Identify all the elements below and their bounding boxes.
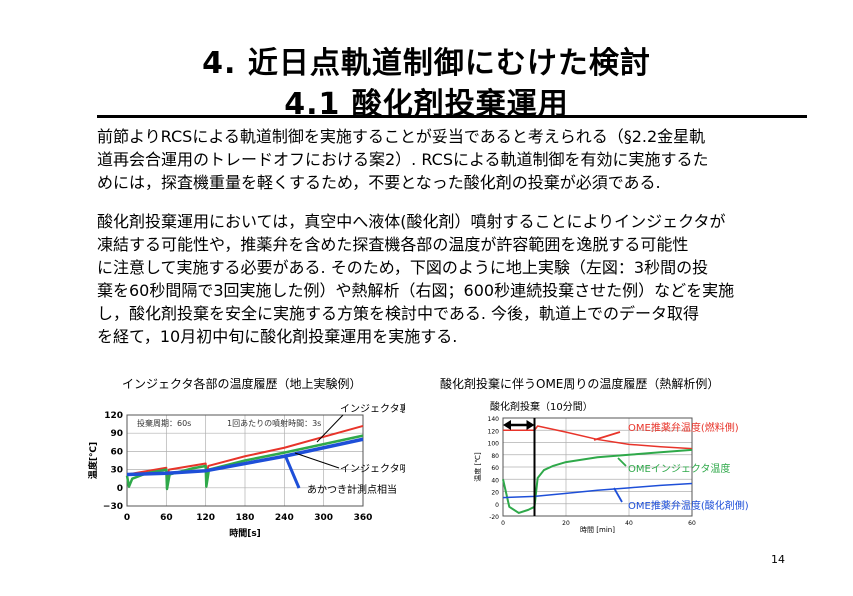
series-line-blue [126, 437, 364, 477]
y-tick-label: 30 [110, 466, 123, 476]
y-axis-label: 温度 [℃] [473, 452, 482, 482]
y-tick-label: 0 [117, 484, 123, 494]
x-tick-label: 60 [160, 513, 173, 523]
y-axis-label: 温度[℃] [87, 442, 99, 479]
y-tick-label: −30 [103, 502, 123, 512]
annotation-injector-face: インジェクタ噴射面 [340, 463, 405, 475]
y-tick-label: 90 [110, 429, 123, 439]
span-arrowhead-right [526, 420, 535, 430]
y-tick-label: 0 [495, 502, 499, 509]
series-label-leader [617, 457, 627, 467]
annotation-leader [294, 452, 340, 469]
y-tick-label: 60 [491, 465, 499, 472]
paragraph-operation: 酸化剤投棄運用においては，真空中へ液体(酸化剤）噴射することによりインジェクタが… [97, 210, 787, 348]
x-tick-label: 240 [275, 513, 294, 523]
y-tick-label: 40 [491, 477, 499, 484]
x-tick-label: 0 [501, 520, 505, 527]
y-tick-label: 100 [488, 441, 500, 448]
y-tick-label: 80 [491, 453, 499, 460]
paragraph-line: を経て，10月初中旬に酸化剤投棄運用を実施する. [97, 327, 458, 346]
x-tick-label: 180 [236, 513, 255, 523]
paragraph-line: し，酸化剤投棄を安全に実施する方策を検討中である. 今後，軌道上でのデータ取得 [97, 304, 700, 323]
title-divider [97, 115, 807, 118]
annotation-measurement-point: あかつき計測点相当 [307, 483, 397, 496]
span-label: 酸化剤投棄（10分間） [490, 400, 593, 413]
x-tick-label: 20 [562, 520, 570, 527]
paragraph-intro: 前節よりRCSによる軌道制御を実施することが妥当であると考えられる（§2.2金星… [97, 125, 787, 194]
paragraph-line: 道再会合運用のトレードオフにおける案2）. RCSによる軌道制御を有効に実施する… [97, 150, 709, 169]
x-tick-label: 60 [688, 520, 696, 527]
x-tick-label: 300 [314, 513, 333, 523]
y-tick-label: 20 [491, 490, 499, 497]
paragraph-line: 前節よりRCSによる軌道制御を実施することが妥当であると考えられる（§2.2金星… [97, 127, 706, 146]
y-tick-label: 140 [488, 416, 500, 423]
series-line-green [125, 434, 364, 491]
y-tick-label: 120 [104, 411, 123, 421]
series-label-red: OME推薬弁温度(燃料側) [628, 421, 739, 434]
plot-frame [502, 417, 693, 517]
x-axis-label: 時間 [min] [580, 526, 615, 534]
series-line-blue [502, 482, 693, 499]
series-line-green [502, 448, 693, 514]
y-tick-label: 120 [488, 428, 500, 435]
series-label-leader [593, 431, 621, 441]
paragraph-line: めには，探査機重量を軽くするため，不要となった酸化剤の投棄が必須である. [97, 173, 661, 192]
inset-period-label: 投棄周期：60s [137, 418, 191, 428]
annotation-blue-arrow [283, 454, 301, 489]
inset-duration-label: 1回あたりの噴射時間：3s [227, 418, 321, 428]
plot-frame [126, 414, 364, 507]
y-tick-label: 60 [110, 447, 123, 457]
x-tick-label: 0 [124, 513, 130, 523]
annotation-injector-back: インジェクタ裏面 [340, 402, 405, 415]
injector-temperature-chart: 0 60 120 180 240 300 3601209060300−30時間[s]温度[℃… [87, 402, 405, 539]
x-axis-label: 時間[s] [229, 527, 261, 539]
series-label-blue: OME推薬弁温度(酸化剤側) [628, 499, 749, 512]
x-tick-label: 40 [625, 520, 633, 527]
y-tick-label: -20 [489, 514, 499, 521]
paragraph-line: に注意して実施する必要がある. そのため，下図のように地上実験（左図：3秒間の投 [97, 258, 709, 277]
span-arrowhead-left [503, 420, 511, 430]
x-tick-label: 360 [354, 513, 373, 523]
series-label-green: OMEインジェクタ温度 [628, 462, 730, 475]
x-tick-label: 120 [196, 513, 215, 523]
paragraph-line: 凍結する可能性や，推薬弁を含めた探査機各部の温度が許容範囲を逸脱する可能性 [97, 235, 689, 254]
slide-title: 4. 近日点軌道制御にむけた検討 [202, 46, 651, 81]
page-number: 14 [771, 553, 785, 566]
paragraph-line: 棄を60秒間隔で3回実施した例）や熱解析（右図；600秒連続投棄させた例）などを… [97, 281, 735, 300]
series-label-leader [613, 487, 623, 503]
right-chart-caption: 酸化剤投棄に伴うOME周りの温度履歴（熱解析例） [440, 377, 720, 391]
series-line-red [503, 425, 693, 450]
paragraph-line: 酸化剤投棄運用においては，真空中へ液体(酸化剤）噴射することによりインジェクタが [97, 212, 726, 231]
left-chart-caption: インジェクタ各部の温度履歴（地上実験例） [122, 377, 362, 391]
annotation-leader [316, 414, 344, 443]
